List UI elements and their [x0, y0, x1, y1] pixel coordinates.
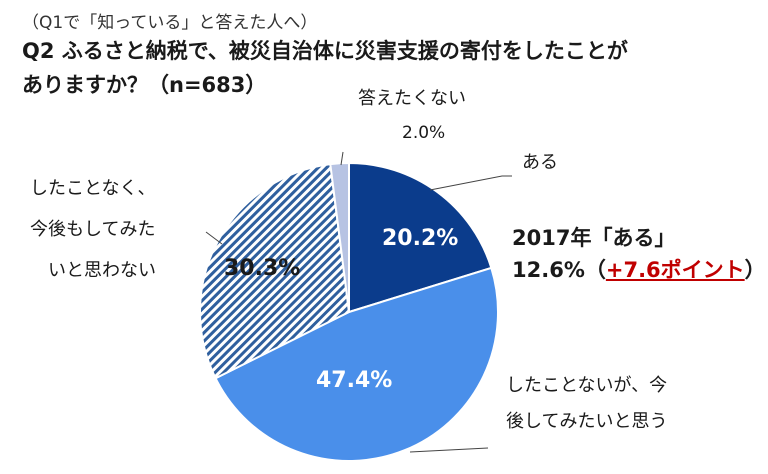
comparison-value: 12.6%（	[512, 258, 606, 282]
slice-value-no-and-no-plan: 30.3%	[224, 256, 301, 281]
slice-value-no-but-want: 47.4%	[316, 368, 393, 393]
slice-label-no-but-want-line2: 後してみたいと思う	[506, 411, 668, 432]
leader-lines	[205, 151, 512, 453]
leader-no-and-no-plan	[205, 231, 223, 245]
slice-label-no-answer: 答えたくない	[358, 88, 466, 109]
comparison-line1: 2017年「ある」	[512, 226, 676, 250]
slice-label-no-and-no-plan: したことなく、 今後もしてみた いと思わない	[30, 168, 156, 291]
chart-title-line2: ありますか？（n=683）	[22, 73, 267, 97]
pretitle: （Q1で「知っている」と答えた人へ）	[22, 13, 318, 33]
slice-no-and-no-plan	[199, 163, 351, 380]
slice-value-no-answer: 2.0%	[402, 123, 446, 143]
slice-label-yes: ある	[522, 152, 558, 173]
comparison-note: 2017年「ある」 12.6%（+7.6ポイント）	[512, 222, 766, 286]
slice-label-no-but-want: したことないが、今 後してみたいと思う	[506, 368, 667, 440]
pie-slices	[199, 161, 499, 462]
slice-no-but-want	[214, 266, 499, 462]
slice-label-no-and-no-plan-line3: いと思わない	[48, 260, 156, 281]
slice-no-answer	[329, 161, 350, 313]
slice-label-no-and-no-plan-line1: したことなく、	[30, 178, 156, 199]
chart-title: Q2 ふるさと納税で、被災自治体に災害支援の寄付をしたことが ありますか？（n=…	[22, 34, 628, 102]
comparison-highlight: +7.6ポイント	[605, 258, 745, 282]
comparison-close: ）	[744, 258, 766, 282]
chart-title-line1: Q2 ふるさと納税で、被災自治体に災害支援の寄付をしたことが	[22, 39, 628, 63]
slice-label-no-and-no-plan-line2: 今後もしてみた	[30, 219, 156, 240]
leader-no-but-want	[409, 447, 489, 453]
comparison-line2: 12.6%（+7.6ポイント）	[512, 254, 766, 286]
slice-yes	[348, 161, 493, 314]
leader-no-answer	[340, 151, 344, 166]
leader-yes	[429, 175, 512, 191]
slice-value-yes: 20.2%	[382, 226, 459, 251]
slice-label-no-but-want-line1: したことないが、今	[506, 375, 668, 396]
